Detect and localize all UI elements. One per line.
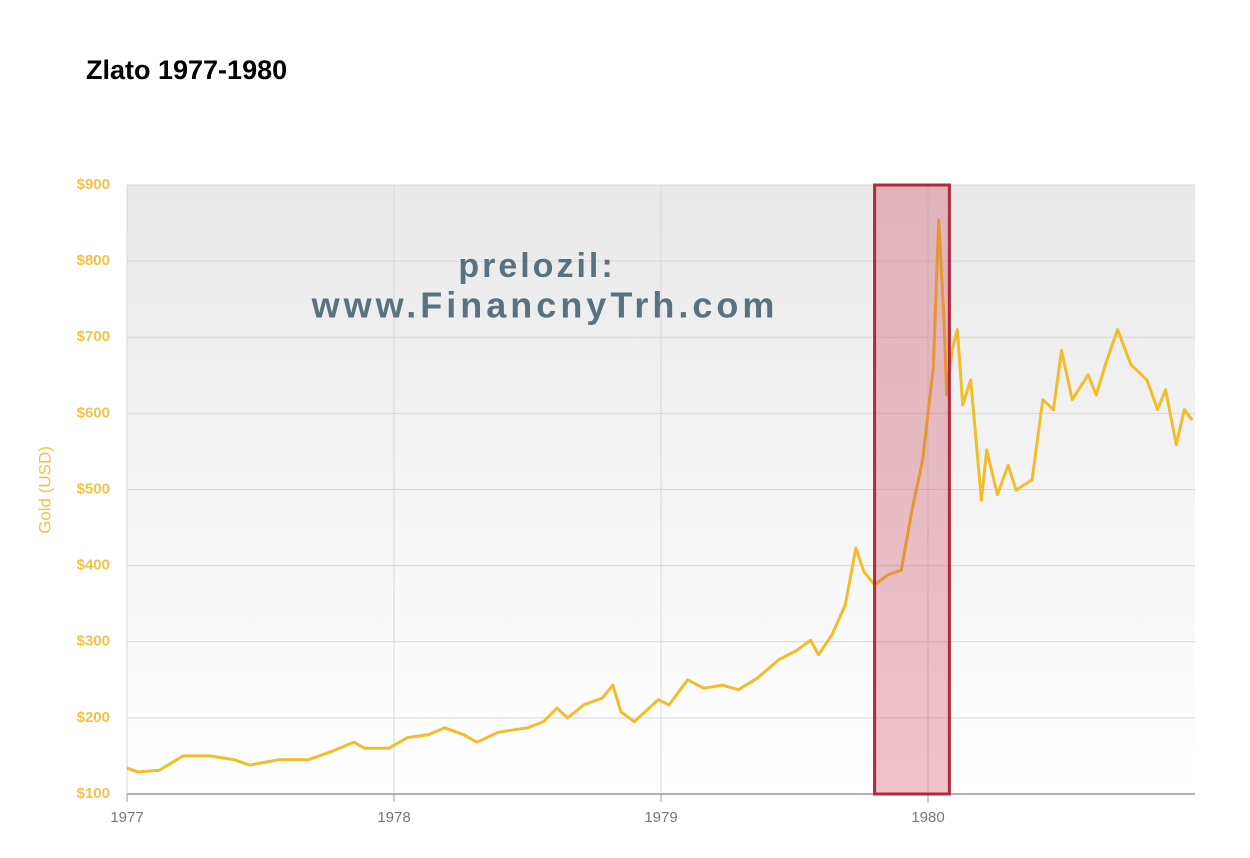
price-line xyxy=(126,218,1194,774)
y-tick-label: $700 xyxy=(77,328,110,345)
y-tick-label: $800 xyxy=(77,252,110,269)
y-tick-label: $400 xyxy=(77,557,110,574)
x-tick-label: 1979 xyxy=(644,809,677,826)
watermark: www.FinancnyTrh.com xyxy=(311,285,779,326)
x-tick-label: 1978 xyxy=(377,809,410,826)
y-axis-label: Gold (USD) xyxy=(35,446,54,534)
y-tick-label: $300 xyxy=(77,633,110,650)
chart-title: Zlato 1977-1980 xyxy=(86,55,287,85)
highlight-box xyxy=(873,183,951,796)
x-tick-label: 1980 xyxy=(911,809,944,826)
y-tick-label: $900 xyxy=(77,176,110,193)
y-tick-label: $200 xyxy=(77,709,110,726)
y-tick-label: $600 xyxy=(77,404,110,421)
x-tick-label: 1977 xyxy=(110,809,143,826)
y-tick-label: $100 xyxy=(77,785,110,802)
y-tick-label: $500 xyxy=(77,480,110,497)
watermark: prelozil: xyxy=(458,247,615,285)
